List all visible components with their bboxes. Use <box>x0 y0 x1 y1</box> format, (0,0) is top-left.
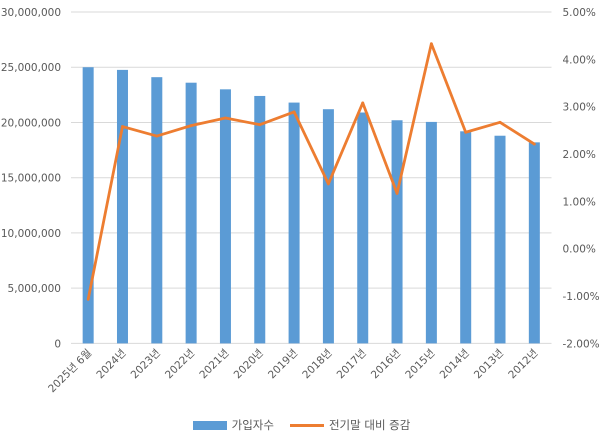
line-point <box>498 120 502 124</box>
x-axis-tick-label: 2023년 <box>129 347 163 381</box>
line-point <box>464 130 468 134</box>
line-point <box>258 123 262 127</box>
line-point <box>189 124 193 128</box>
legend: 가입자수 전기말 대비 증감 <box>0 417 603 433</box>
line-point <box>361 101 365 105</box>
left-axis-tick-label: 25,000,000 <box>1 62 61 74</box>
bar <box>494 135 506 344</box>
right-axis-tick-label: 1.00% <box>563 196 596 208</box>
x-axis-tick-label: 2012년 <box>506 347 540 381</box>
right-axis-tick-label: 4.00% <box>563 54 596 66</box>
line-point <box>155 134 159 138</box>
bar <box>391 120 403 344</box>
right-axis-tick-label: 5.00% <box>563 7 596 19</box>
bar <box>322 109 334 344</box>
bar <box>288 102 300 344</box>
left-axis-tick-label: 5,000,000 <box>8 283 61 295</box>
line-point <box>327 182 330 186</box>
x-axis-tick-label: 2024년 <box>94 347 128 381</box>
bar <box>460 131 472 344</box>
bar <box>357 112 369 344</box>
line-point <box>532 142 536 146</box>
bar <box>151 77 163 344</box>
line-point <box>86 297 90 301</box>
right-axis-tick-label: -2.00% <box>563 338 600 350</box>
legend-swatch-line <box>289 423 324 427</box>
right-axis-tick-label: 0.00% <box>563 244 596 256</box>
line-point <box>429 42 433 46</box>
line-series <box>86 42 536 300</box>
line-point <box>292 110 296 114</box>
legend-label-bar: 가입자수 <box>231 418 274 432</box>
bar <box>528 142 540 344</box>
bar <box>185 82 197 344</box>
bar <box>219 89 231 344</box>
line-point <box>395 191 399 195</box>
bar <box>254 95 266 344</box>
legend-label-line: 전기말 대비 증감 <box>328 418 411 432</box>
line-point <box>224 116 227 120</box>
bar <box>425 121 437 344</box>
x-axis-tick-label: 2016년 <box>369 347 403 381</box>
x-axis-tick-label: 2014년 <box>438 347 472 381</box>
x-axis-tick-label: 2022년 <box>163 347 197 381</box>
left-axis-tick-label: 10,000,000 <box>1 228 61 240</box>
legend-item-line: 전기말 대비 증감 <box>289 417 411 433</box>
x-axis-tick-label: 2020년 <box>232 347 266 381</box>
right-axis-tick-label: -1.00% <box>563 291 600 303</box>
x-axis-tick-label: 2013년 <box>472 347 506 381</box>
x-axis-tick-label: 2017년 <box>335 347 369 381</box>
right-axis-tick-label: 3.00% <box>563 102 596 114</box>
bar <box>116 69 128 344</box>
legend-swatch-bar <box>192 420 227 430</box>
legend-item-bar: 가입자수 <box>192 417 274 433</box>
x-axis-tick-label: 2015년 <box>403 347 437 381</box>
x-axis-tick-label: 2021년 <box>197 347 231 381</box>
left-axis-tick-label: 0 <box>54 338 61 350</box>
left-axis-tick-label: 15,000,000 <box>1 173 61 185</box>
bar <box>82 67 94 344</box>
line-point <box>121 125 124 128</box>
right-axis-tick-label: 2.00% <box>563 149 596 161</box>
x-axis-tick-label: 2025년 6월 <box>46 347 94 395</box>
left-axis-tick-label: 20,000,000 <box>1 117 61 129</box>
x-axis-tick-label: 2019년 <box>266 347 300 381</box>
left-axis-tick-label: 30,000,000 <box>1 7 61 19</box>
x-axis-tick-label: 2018년 <box>300 347 334 381</box>
